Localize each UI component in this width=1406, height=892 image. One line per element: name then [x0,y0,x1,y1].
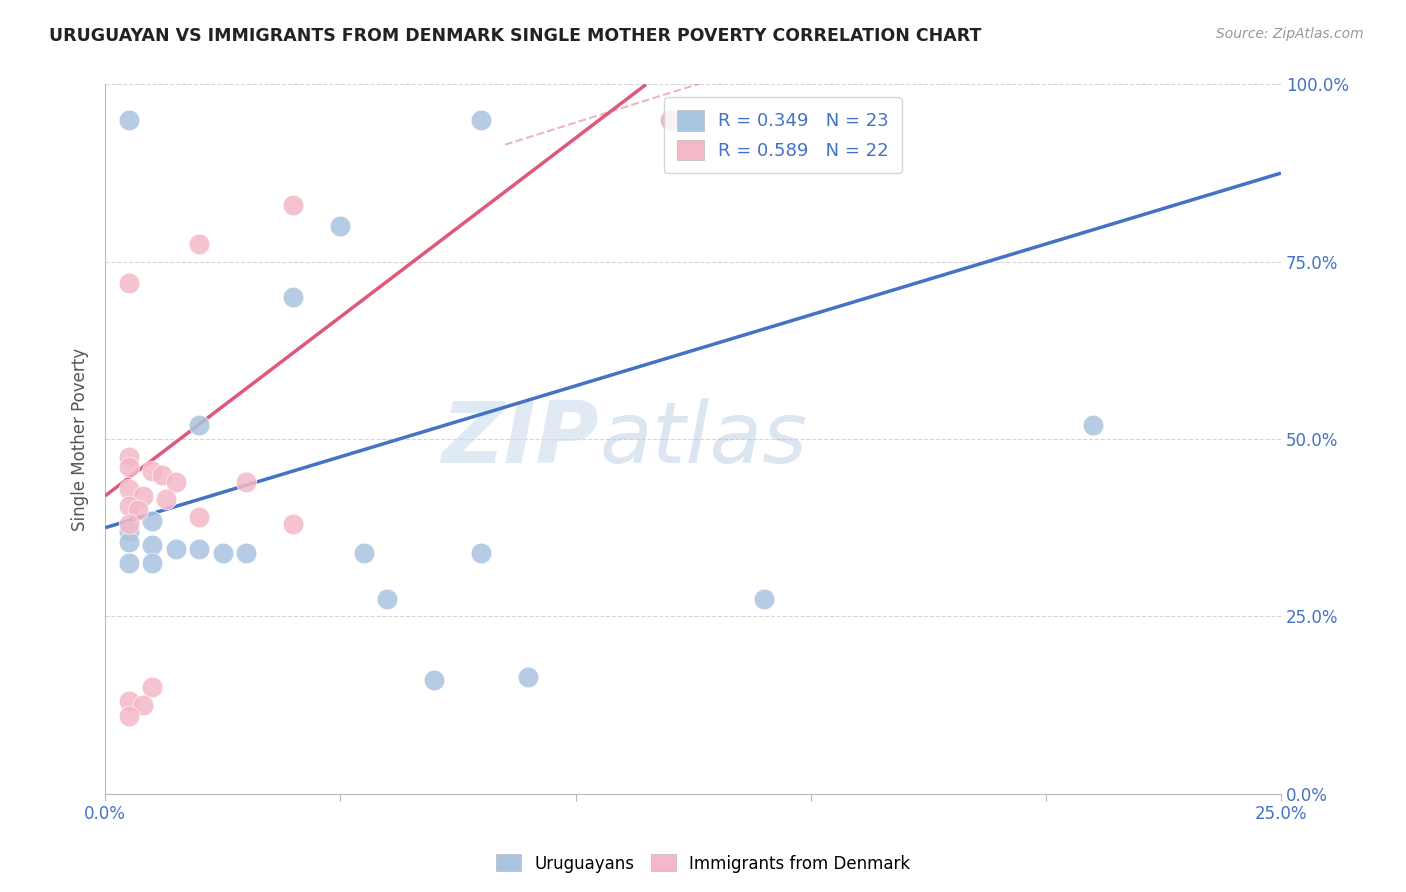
Point [517,670,540,684]
Point [235,475,257,489]
Point [1081,417,1104,432]
Text: ZIP: ZIP [441,398,599,481]
Point [118,556,141,570]
Point [118,535,141,549]
Point [235,545,257,559]
Point [423,673,446,688]
Point [118,708,141,723]
Point [752,591,775,606]
Point [283,198,305,212]
Point [141,514,163,528]
Point [118,450,141,464]
Point [155,492,177,507]
Point [658,112,681,127]
Point [188,417,211,432]
Text: atlas: atlas [599,398,807,481]
Text: URUGUAYAN VS IMMIGRANTS FROM DENMARK SINGLE MOTHER POVERTY CORRELATION CHART: URUGUAYAN VS IMMIGRANTS FROM DENMARK SIN… [49,27,981,45]
Legend: R = 0.349   N = 23, R = 0.589   N = 22: R = 0.349 N = 23, R = 0.589 N = 22 [664,97,901,173]
Point [118,500,141,514]
Point [165,541,187,556]
Point [118,694,141,708]
Point [353,545,375,559]
Point [470,545,492,559]
Point [118,517,141,532]
Text: Source: ZipAtlas.com: Source: ZipAtlas.com [1216,27,1364,41]
Point [118,460,141,475]
Point [283,290,305,304]
Point [118,276,141,290]
Point [141,464,163,478]
Point [188,541,211,556]
Point [150,467,173,482]
Point [132,698,155,712]
Point [118,524,141,539]
Point [188,510,211,524]
Point [141,556,163,570]
Point [188,237,211,252]
Point [127,503,149,517]
Point [658,112,681,127]
Point [165,475,187,489]
Point [470,112,492,127]
Legend: Uruguayans, Immigrants from Denmark: Uruguayans, Immigrants from Denmark [489,847,917,880]
Point [118,112,141,127]
Point [283,517,305,532]
Point [118,482,141,496]
Y-axis label: Single Mother Poverty: Single Mother Poverty [72,348,89,531]
Point [141,538,163,552]
Point [377,591,399,606]
Point [211,545,233,559]
Point [132,489,155,503]
Point [141,681,163,695]
Point [329,219,352,234]
